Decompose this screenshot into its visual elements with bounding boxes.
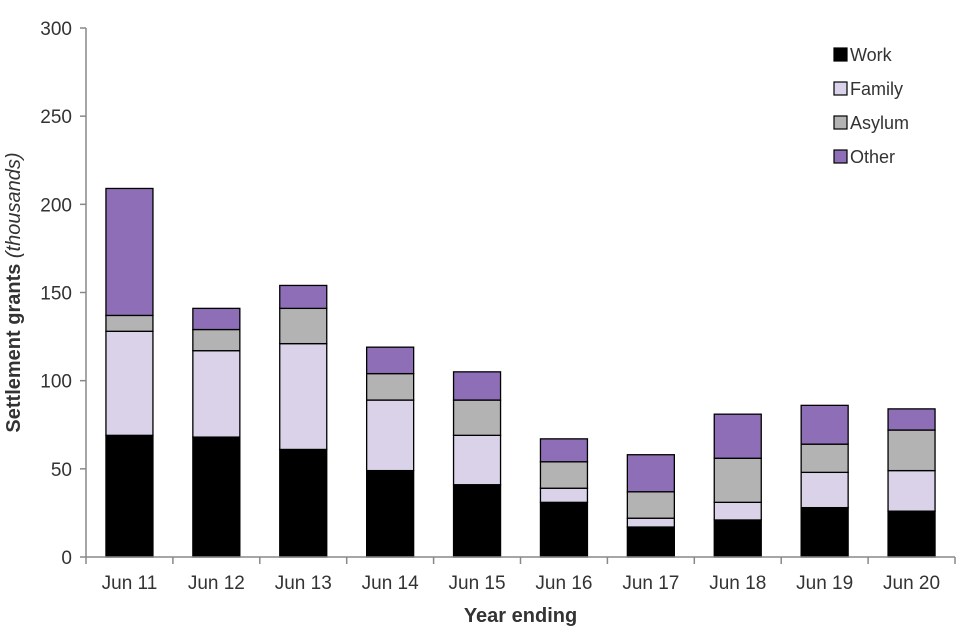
legend-swatch-family [833, 81, 848, 96]
bar-family-jun-17 [626, 517, 675, 528]
y-axis-title-unit: (thousands) [3, 152, 25, 258]
bar-family-jun-19 [800, 471, 849, 509]
x-tick-label-jun-17: Jun 17 [622, 573, 679, 594]
bar-other-jun-12 [192, 307, 241, 331]
bar-asylum-jun-16 [539, 461, 589, 489]
legend-label-work: Work [850, 45, 893, 65]
x-tick-label-jun-11: Jun 11 [102, 573, 158, 594]
bars-group [105, 187, 936, 558]
x-tick-label-jun-16: Jun 16 [535, 573, 592, 594]
bar-asylum-jun-15 [452, 399, 502, 436]
y-axis-title-main: Settlement grants [3, 264, 25, 433]
bar-other-jun-13 [279, 284, 328, 310]
y-tick-label-300: 300 [40, 19, 72, 40]
bar-other-jun-15 [452, 371, 502, 401]
x-tick-label-jun-12: Jun 12 [188, 573, 245, 594]
bar-family-jun-15 [452, 434, 502, 486]
bar-family-jun-16 [539, 487, 589, 503]
y-tick-label-50: 50 [51, 460, 72, 481]
bar-family-jun-20 [887, 469, 936, 512]
bar-asylum-jun-13 [279, 307, 328, 345]
bar-work-jun-18 [713, 519, 762, 558]
bar-work-jun-19 [800, 506, 849, 558]
bar-work-jun-17 [626, 526, 675, 558]
bar-family-jun-12 [192, 350, 241, 438]
x-tick-label-jun-15: Jun 15 [449, 573, 506, 594]
legend-swatch-work [833, 47, 848, 62]
bar-family-jun-18 [713, 501, 762, 521]
bar-asylum-jun-20 [887, 429, 936, 472]
bar-other-jun-17 [626, 454, 675, 493]
x-tick-label-jun-20: Jun 20 [883, 573, 940, 594]
bar-work-jun-15 [452, 484, 502, 558]
y-tick-label-100: 100 [40, 372, 72, 393]
bar-asylum-jun-18 [713, 457, 762, 503]
legend: Work Family Asylum Other [833, 45, 909, 167]
y-tick-label-150: 150 [40, 284, 72, 305]
x-axis-title: Year ending [464, 605, 577, 627]
y-tick-label-0: 0 [61, 548, 72, 569]
y-tick-label-200: 200 [40, 195, 72, 216]
legend-label-other: Other [850, 147, 895, 167]
bar-other-jun-11 [105, 187, 154, 317]
legend-label-asylum: Asylum [850, 113, 909, 133]
bar-family-jun-14 [365, 399, 415, 472]
y-axis-ticks: 0 50 100 150 200 250 300 [40, 19, 86, 569]
bar-work-jun-11 [105, 434, 154, 558]
x-axis-ticks: Jun 11 Jun 12 Jun 13 Jun 14 Jun 15 Jun 16 Jun … [85, 557, 956, 594]
legend-label-family: Family [850, 79, 903, 99]
bar-other-jun-16 [539, 438, 589, 463]
bar-asylum-jun-12 [192, 328, 241, 352]
x-tick-label-jun-13: Jun 13 [275, 573, 332, 594]
bar-work-jun-16 [539, 501, 589, 558]
x-tick-label-jun-14: Jun 14 [362, 573, 419, 594]
x-tick-label-jun-19: Jun 19 [796, 573, 853, 594]
bar-work-jun-12 [192, 436, 241, 558]
legend-swatch-asylum [833, 115, 848, 130]
x-tick-label-jun-18: Jun 18 [709, 573, 766, 594]
bar-work-jun-14 [365, 469, 415, 558]
bar-asylum-jun-14 [365, 372, 415, 401]
y-tick-label-250: 250 [40, 107, 72, 128]
y-axis-title: Settlement grants (thousands) [3, 152, 25, 432]
bar-other-jun-19 [800, 404, 849, 445]
bar-other-jun-18 [713, 413, 762, 459]
bar-other-jun-14 [365, 346, 415, 375]
bar-work-jun-20 [887, 510, 936, 558]
bar-work-jun-13 [279, 448, 328, 558]
bar-asylum-jun-17 [626, 491, 675, 519]
bar-asylum-jun-11 [105, 314, 154, 332]
legend-swatch-other [833, 149, 848, 164]
bar-asylum-jun-19 [800, 443, 849, 474]
bar-family-jun-11 [105, 330, 154, 436]
bar-family-jun-13 [279, 342, 328, 451]
bar-other-jun-20 [887, 408, 936, 431]
